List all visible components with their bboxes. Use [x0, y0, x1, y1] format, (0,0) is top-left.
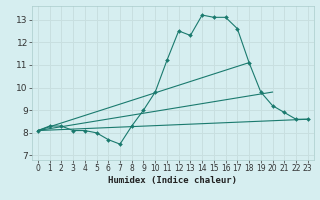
- X-axis label: Humidex (Indice chaleur): Humidex (Indice chaleur): [108, 176, 237, 185]
